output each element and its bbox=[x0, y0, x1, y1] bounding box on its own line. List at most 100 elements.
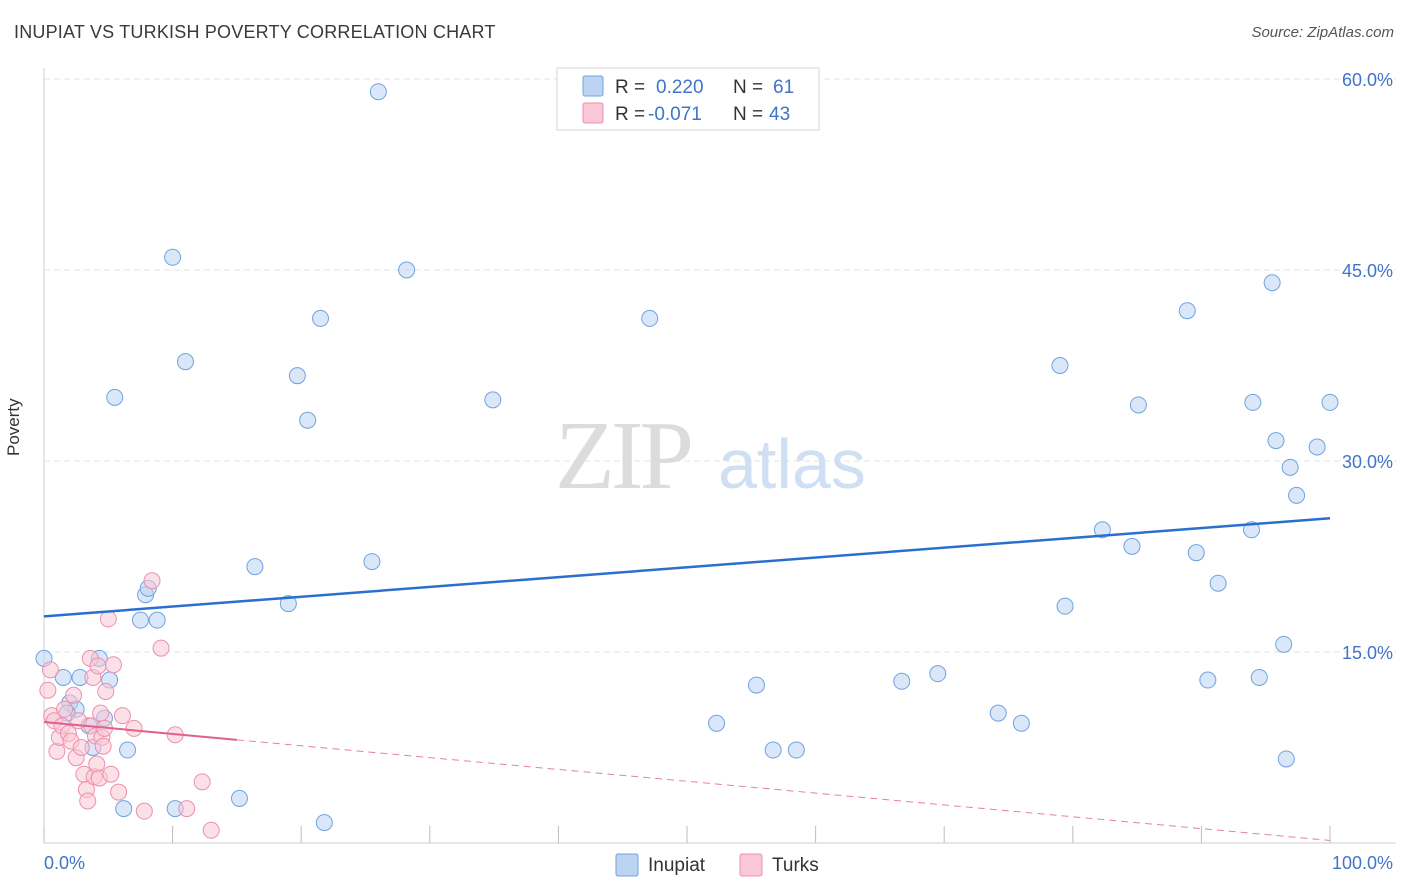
inupiat-point bbox=[398, 261, 416, 279]
inupiat-point bbox=[708, 714, 726, 732]
turks-point bbox=[39, 681, 57, 699]
inupiat-point bbox=[369, 83, 387, 101]
inupiat-point bbox=[1123, 537, 1141, 555]
turks-point bbox=[79, 792, 97, 810]
turks-trend-line bbox=[43, 721, 237, 741]
inupiat-trend-line bbox=[43, 517, 1331, 618]
inupiat-point bbox=[164, 248, 182, 266]
inupiat-point bbox=[119, 741, 137, 759]
inupiat-point bbox=[1187, 544, 1205, 562]
inupiat-point bbox=[747, 676, 765, 694]
turks-point bbox=[102, 765, 120, 783]
y-tick-label: 30.0% bbox=[1342, 452, 1393, 472]
inupiat-point bbox=[115, 800, 133, 818]
turks-point bbox=[97, 682, 115, 700]
bottom-legend-turks: Turks bbox=[772, 855, 819, 876]
legend-n-value: 43 bbox=[769, 104, 790, 125]
inupiat-point bbox=[1250, 668, 1268, 686]
inupiat-point bbox=[929, 665, 947, 683]
inupiat-point bbox=[176, 353, 194, 371]
turks-point bbox=[152, 639, 170, 657]
legend-n-value: 61 bbox=[773, 77, 794, 98]
turks-point bbox=[89, 657, 107, 675]
y-tick-label: 45.0% bbox=[1342, 261, 1393, 281]
inupiat-point bbox=[1277, 750, 1295, 768]
inupiat-points bbox=[35, 83, 1339, 832]
inupiat-point bbox=[131, 611, 149, 629]
tick-labels: 15.0% 30.0% 45.0% 60.0% 0.0% 100.0% bbox=[44, 70, 1393, 873]
inupiat-point bbox=[363, 553, 381, 571]
inupiat-point bbox=[315, 814, 333, 832]
inupiat-point bbox=[1275, 635, 1293, 653]
legend-r-label: R = bbox=[615, 77, 645, 98]
turks-point bbox=[65, 686, 83, 704]
watermark-atlas: atlas bbox=[718, 425, 866, 503]
x-tick-label: 100.0% bbox=[1332, 853, 1393, 873]
inupiat-point bbox=[1209, 574, 1227, 592]
legend-r-value: -0.071 bbox=[648, 104, 702, 125]
inupiat-point bbox=[54, 668, 72, 686]
inupiat-point bbox=[787, 741, 805, 759]
legend-box: R = 0.220 N = 61 R = -0.071 N = 43 bbox=[556, 67, 820, 131]
turks-trend-line-extended bbox=[236, 739, 1331, 841]
legend-swatch-turks bbox=[582, 102, 604, 124]
turks-point bbox=[99, 610, 117, 628]
inupiat-point bbox=[106, 388, 124, 406]
inupiat-point bbox=[764, 741, 782, 759]
inupiat-point bbox=[246, 558, 264, 576]
turks-point bbox=[113, 707, 131, 725]
turks-point bbox=[72, 739, 90, 756]
turks-point bbox=[41, 661, 59, 679]
source-label: Source: ZipAtlas.com bbox=[1251, 24, 1394, 41]
turks-point bbox=[104, 656, 122, 674]
watermark: ZIP atlas bbox=[555, 402, 866, 510]
inupiat-point bbox=[288, 367, 306, 385]
inupiat-point bbox=[1056, 597, 1074, 615]
legend-r-value: 0.220 bbox=[656, 77, 704, 98]
legend-swatch-inupiat bbox=[582, 75, 604, 97]
inupiat-point bbox=[1199, 671, 1217, 689]
y-tick-label: 60.0% bbox=[1342, 70, 1393, 90]
inupiat-point bbox=[1012, 714, 1030, 732]
y-tick-label: 15.0% bbox=[1342, 643, 1393, 663]
turks-point bbox=[178, 800, 196, 818]
chart-title: INUPIAT VS TURKISH POVERTY CORRELATION C… bbox=[14, 22, 496, 42]
inupiat-point bbox=[1263, 274, 1281, 292]
inupiat-point bbox=[641, 309, 659, 327]
turks-point bbox=[88, 755, 106, 773]
turks-point bbox=[202, 821, 220, 839]
inupiat-point bbox=[1178, 302, 1196, 320]
legend-n-label: N = bbox=[733, 77, 763, 98]
bottom-legend: Inupiat Turks bbox=[615, 853, 819, 877]
turks-point bbox=[48, 742, 66, 760]
turks-point bbox=[92, 704, 110, 722]
inupiat-point bbox=[1281, 458, 1299, 476]
inupiat-point bbox=[1051, 357, 1069, 374]
bottom-legend-swatch-turks bbox=[739, 853, 763, 877]
trend-lines bbox=[43, 517, 1331, 841]
inupiat-point bbox=[279, 595, 297, 613]
legend-n-label: N = bbox=[733, 104, 763, 125]
inupiat-point bbox=[299, 411, 317, 429]
inupiat-point bbox=[989, 704, 1007, 722]
inupiat-point bbox=[1267, 432, 1285, 450]
turks-point bbox=[135, 802, 153, 820]
turks-point bbox=[125, 719, 143, 737]
turks-points bbox=[39, 572, 220, 839]
turks-point bbox=[56, 700, 74, 718]
inupiat-point bbox=[311, 309, 329, 327]
x-tick-label: 0.0% bbox=[44, 853, 85, 873]
inupiat-point bbox=[1308, 438, 1326, 456]
inupiat-point bbox=[484, 391, 502, 409]
inupiat-point bbox=[148, 611, 166, 629]
turks-point bbox=[143, 572, 161, 590]
inupiat-point bbox=[1288, 486, 1306, 504]
bottom-legend-swatch-inupiat bbox=[615, 853, 639, 877]
inupiat-point bbox=[230, 789, 248, 807]
inupiat-point bbox=[1129, 396, 1147, 414]
inupiat-point bbox=[1244, 393, 1262, 411]
inupiat-point bbox=[1093, 521, 1111, 539]
turks-point bbox=[110, 783, 128, 801]
watermark-zip: ZIP bbox=[555, 402, 690, 510]
